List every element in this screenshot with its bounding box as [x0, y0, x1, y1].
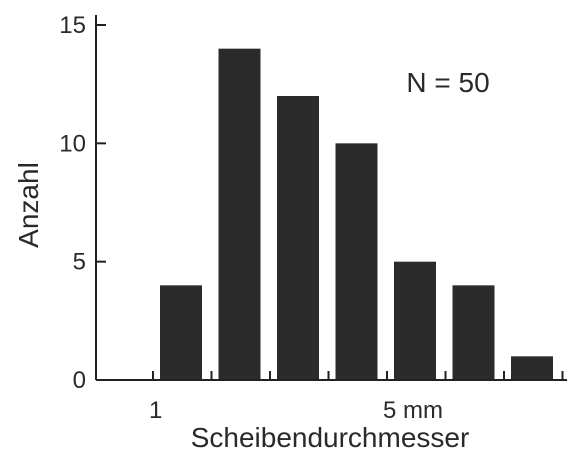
bar-3	[277, 96, 319, 380]
bar-2	[218, 48, 261, 381]
y-tick-label-10: 10	[59, 130, 86, 157]
bar-7	[511, 356, 553, 380]
bar-1	[160, 285, 202, 380]
x-axis: 1 5 mm	[96, 371, 567, 424]
bars-group	[160, 48, 553, 381]
bar-6	[452, 285, 495, 380]
y-axis-label: Anzahl	[13, 162, 44, 248]
x-axis-label: Scheibendurchmesser	[191, 422, 470, 453]
y-tick-label-5: 5	[73, 249, 86, 276]
y-tick-label-15: 15	[59, 12, 86, 39]
y-tick-label-0: 0	[73, 367, 86, 394]
x-tick-label-1: 1	[149, 397, 162, 424]
bar-5	[394, 261, 436, 380]
annotation-sample-size: N = 50	[406, 67, 489, 98]
x-tick-label-5: 5 mm	[383, 397, 443, 424]
y-axis: 0 5 10 15	[59, 12, 106, 394]
bar-4	[335, 143, 378, 380]
